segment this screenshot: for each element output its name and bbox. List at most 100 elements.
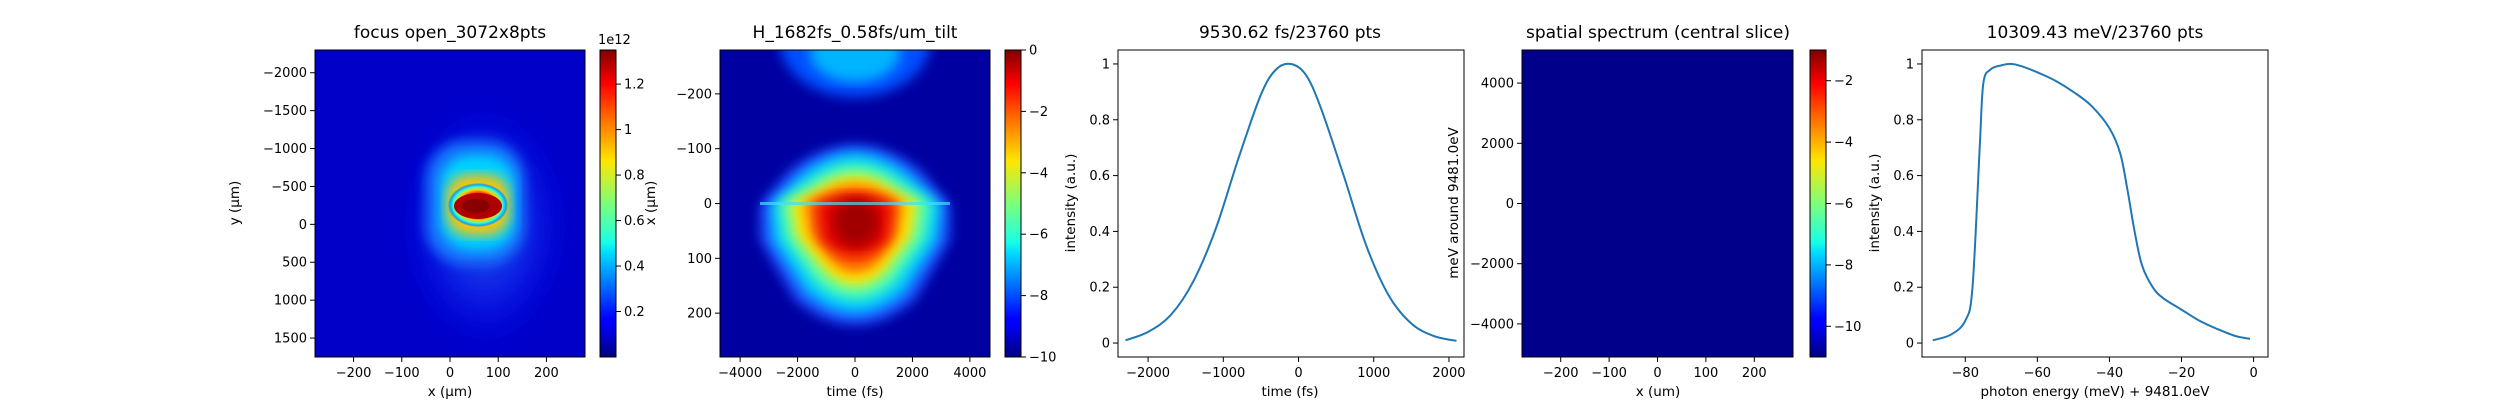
panel5-xlabel: photon energy (meV) + 9481.0eV — [1980, 384, 2210, 400]
panel3-series-line — [1125, 62, 1457, 342]
panel5-y-ticks: 0 0.2 0.4 0.6 0.8 1 — [1893, 57, 1922, 352]
panel1-x-tick-label: 200 — [534, 366, 559, 381]
panel5-y-tick-label: 0.4 — [1893, 225, 1914, 240]
panel4-y-tick-label: 4000 — [1481, 77, 1514, 92]
panel1-xlabel: x (μm) — [428, 384, 473, 400]
panel4-ylabel: meV around 9481.0eV — [1446, 126, 1462, 278]
panel5-x-ticks: −80 −60 −40 −20 0 — [1952, 357, 2258, 381]
panel1-y-tick-label: −2000 — [263, 66, 307, 81]
panel2-y-ticks: −200 −100 0 100 200 — [676, 87, 720, 322]
panel4-colorbar-tick-label: −8 — [1834, 258, 1853, 273]
panel4-y-tick-label: −4000 — [1470, 317, 1514, 332]
panel5-series-line — [1932, 62, 2251, 342]
panel4-colorbar-tick-label: −4 — [1834, 136, 1853, 151]
panel4-title: spatial spectrum (central slice) — [1526, 23, 1790, 43]
panel3-y-tick-label: 0.2 — [1089, 281, 1110, 296]
panel1-y-tick-label: 1500 — [274, 332, 307, 347]
panel5-y-tick-label: 0.2 — [1893, 281, 1914, 296]
panel2-y-tick-label: −200 — [676, 87, 712, 102]
panel4-y-tick-label: 2000 — [1481, 137, 1514, 152]
panel1-y-tick-label: −500 — [271, 180, 307, 195]
panel1-y-tick-label: 0 — [299, 218, 307, 233]
panel1-y-tick-label: 1000 — [274, 294, 307, 309]
panel1-x-tick-label: 0 — [446, 366, 454, 381]
panel2-colorbar-tick-label: 0 — [1029, 44, 1037, 59]
panel1-ylabel: y (μm) — [227, 181, 243, 226]
panel1-x-tick-label: −200 — [336, 366, 372, 381]
panel5-y-tick-label: 0.6 — [1893, 169, 1914, 184]
panel2-colorbar-ticks: 0 −2 −4 −6 −8 −10 — [1021, 44, 1056, 366]
panel1-x-tick-label: 100 — [486, 366, 511, 381]
panel2-ylabel: x (μm) — [643, 181, 659, 226]
panel5-x-tick-label: −40 — [2096, 366, 2123, 381]
panel5-x-tick-label: −20 — [2168, 366, 2195, 381]
panel3-y-tick-label: 0.8 — [1089, 113, 1110, 128]
panel2-xlabel: time (fs) — [826, 384, 883, 400]
panel2-y-tick-label: 200 — [687, 307, 712, 322]
panel3-x-tick-label: −1000 — [1201, 366, 1245, 381]
panel1-colorbar — [599, 49, 617, 358]
panel1-y-ticks: −2000 −1500 −1000 −500 0 500 1000 1500 — [263, 66, 315, 347]
panel4-colorbar-tick-label: −6 — [1834, 197, 1853, 212]
panel3-x-tick-label: 1000 — [1357, 366, 1390, 381]
panel4-colorbar-ticks: −2 −4 −6 −8 −10 — [1826, 74, 1861, 335]
panel1-heatmap — [315, 50, 585, 357]
panel2-x-tick-label: −2000 — [776, 366, 820, 381]
panel1-colorbar-tick-label: 0.4 — [624, 260, 645, 275]
panel1-colorbar-tick-label: 0.2 — [624, 305, 645, 320]
panel5-y-tick-label: 1 — [1906, 57, 1914, 72]
panel3-title: 9530.62 fs/23760 pts — [1199, 23, 1381, 43]
panel1-colorbar-offset: 1e12 — [598, 33, 631, 48]
panel3-y-tick-label: 0 — [1102, 337, 1110, 352]
panel4-colorbar-tick-label: −10 — [1834, 320, 1861, 335]
panel3-x-tick-label: 2000 — [1432, 366, 1465, 381]
panel4-y-tick-label: 0 — [1506, 197, 1514, 212]
panel3-y-ticks: 0 0.2 0.4 0.6 0.8 1 — [1089, 57, 1118, 352]
panel2-heatmap — [720, 50, 990, 357]
panel3-x-ticks: −2000 −1000 0 1000 2000 — [1126, 357, 1466, 381]
panel2-y-tick-label: −100 — [676, 142, 712, 157]
panel-tilt: H_1682fs_0.58fs/um_tilt −4000 −2000 0 2000 4… — [643, 23, 1056, 400]
panel1-colorbar-tick-label: 0.6 — [624, 214, 645, 229]
panel1-colorbar-tick-label: 1 — [624, 123, 632, 138]
panel4-colorbar-tick-label: −2 — [1834, 74, 1853, 89]
panel2-colorbar-tick-label: −8 — [1029, 289, 1048, 304]
panel1-x-ticks: −200 −100 0 100 200 — [336, 357, 559, 381]
panel1-title: focus open_3072x8pts — [354, 23, 546, 43]
panel3-x-tick-label: 0 — [1294, 366, 1302, 381]
panel2-colorbar-tick-label: −2 — [1029, 105, 1048, 120]
panel4-xlabel: x (um) — [1636, 384, 1681, 400]
panel5-x-tick-label: 0 — [2249, 366, 2257, 381]
panel3-y-tick-label: 0.6 — [1089, 169, 1110, 184]
panel4-colorbar — [1809, 49, 1827, 358]
panel1-colorbar-ticks: 0.2 0.4 0.6 0.8 1 1.2 — [616, 78, 645, 320]
panel4-y-ticks: 4000 2000 0 −2000 −4000 — [1470, 77, 1522, 332]
panel2-x-tick-label: 2000 — [896, 366, 929, 381]
panel2-colorbar — [1004, 49, 1022, 358]
panel-focus: focus open_3072x8pts −200 −100 0 100 200 −20… — [227, 23, 645, 400]
panel2-title: H_1682fs_0.58fs/um_tilt — [753, 23, 958, 43]
panel1-y-tick-label: −1000 — [263, 142, 307, 157]
panel2-y-tick-label: 0 — [704, 197, 712, 212]
panel5-y-tick-label: 0.8 — [1893, 113, 1914, 128]
panel3-y-tick-label: 1 — [1102, 57, 1110, 72]
panel4-x-tick-label: 0 — [1653, 366, 1661, 381]
panel5-title: 10309.43 meV/23760 pts — [1987, 23, 2204, 43]
panel3-x-tick-label: −2000 — [1126, 366, 1170, 381]
panel2-x-tick-label: 0 — [851, 366, 859, 381]
panel3-y-tick-label: 0.4 — [1089, 225, 1110, 240]
panel-spatial-spectrum: spatial spectrum (central slice) −200 −10… — [1446, 23, 1861, 400]
panel4-x-tick-label: 200 — [1742, 366, 1767, 381]
panel2-x-tick-label: −4000 — [718, 366, 762, 381]
panel1-y-tick-label: −1500 — [263, 104, 307, 119]
panel5-y-tick-label: 0 — [1906, 337, 1914, 352]
panel5-x-tick-label: −60 — [2024, 366, 2051, 381]
panel4-x-tick-label: −200 — [1543, 366, 1579, 381]
panel5-ylabel: intensity (a.u.) — [1867, 154, 1883, 253]
panel3-ylabel: intensity (a.u.) — [1063, 154, 1079, 253]
panel4-x-tick-label: 100 — [1693, 366, 1718, 381]
panel1-colorbar-tick-label: 0.8 — [624, 169, 645, 184]
panel1-colorbar-tick-label: 1.2 — [624, 78, 645, 93]
panel-spectrum: 10309.43 meV/23760 pts −80 −60 −40 −20 0 0 0.… — [1867, 23, 2269, 400]
